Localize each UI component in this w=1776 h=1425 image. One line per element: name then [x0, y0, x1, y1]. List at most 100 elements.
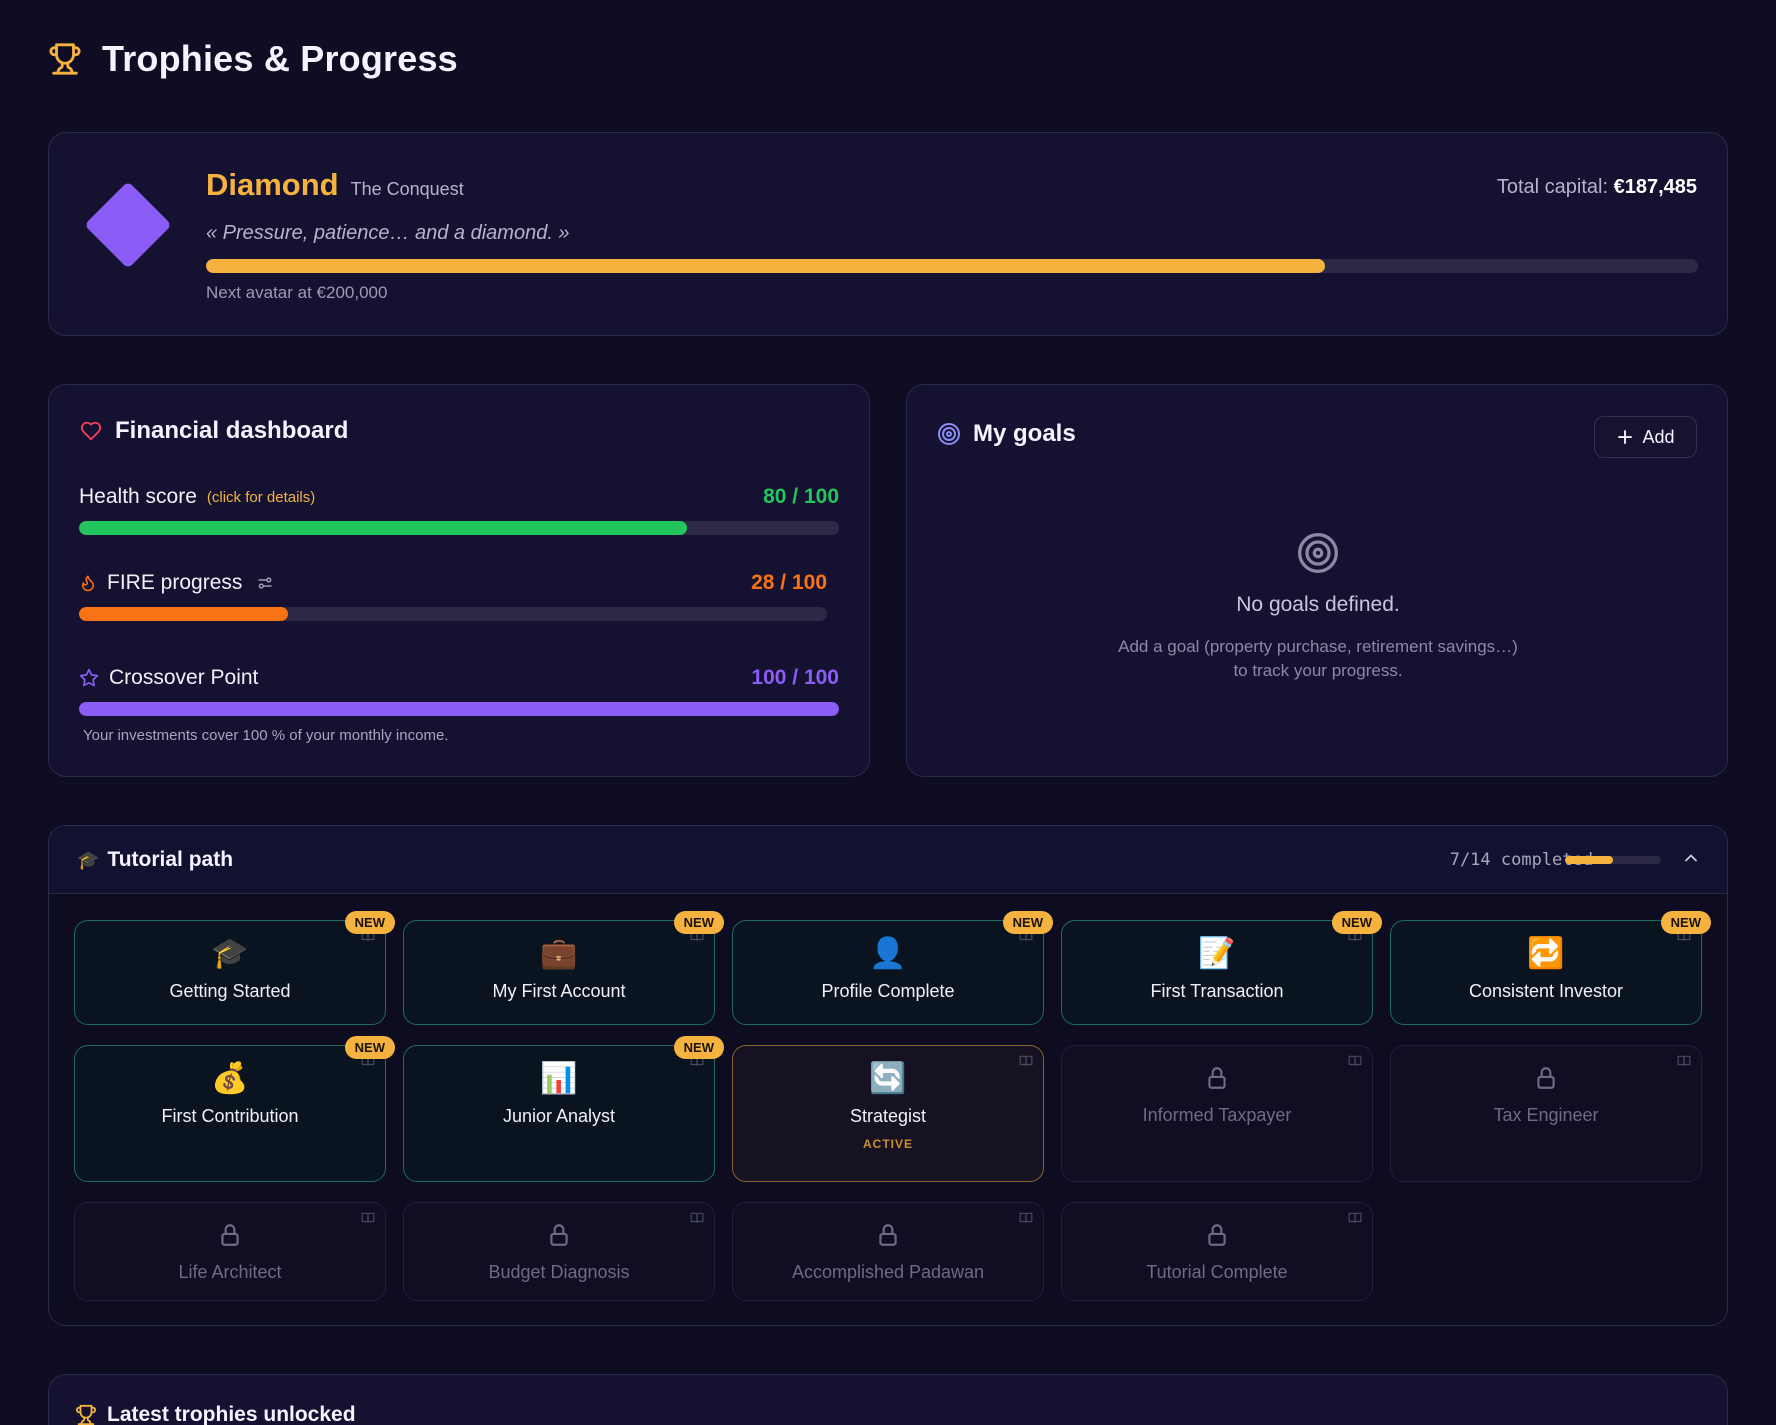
tutorial-step-label: Life Architect	[178, 1262, 282, 1282]
tutorial-step-label: Tax Engineer	[1493, 1105, 1599, 1125]
fire-progress-value: 28 / 100	[751, 571, 827, 594]
latest-trophies-heading: Latest trophies unlocked	[75, 1403, 356, 1425]
repeat-icon: 🔁	[1527, 936, 1565, 971]
health-score-bar	[79, 521, 839, 535]
goals-header: My goals	[937, 420, 1076, 448]
refresh-icon: 🔄	[869, 1061, 907, 1096]
flame-icon	[82, 575, 94, 592]
lock-icon	[1204, 1064, 1230, 1097]
tutorial-step-tile[interactable]: 📝 First Transaction NEW	[1061, 911, 1382, 1025]
latest-trophies-title: Latest trophies unlocked	[107, 1403, 356, 1425]
tutorial-progress-bar	[1565, 856, 1661, 864]
tutorial-step-tile[interactable]: 👤 Profile Complete NEW	[732, 911, 1053, 1025]
next-avatar-label: Next avatar at €200,000	[206, 283, 388, 302]
tutorial-step-label: Consistent Investor	[1468, 981, 1624, 1001]
page-header: Trophies & Progress	[48, 38, 458, 80]
fire-progress-bar	[79, 607, 827, 621]
tutorial-step-tile[interactable]: Life Architect	[74, 1202, 386, 1301]
book-icon[interactable]	[1677, 1054, 1691, 1072]
graduation-cap-icon: 🎓	[211, 936, 249, 971]
tutorial-path-title: Tutorial path	[107, 848, 234, 871]
tutorial-step-label: Accomplished Padawan	[791, 1262, 985, 1282]
tutorial-step-label: First Contribution	[161, 1106, 299, 1126]
book-icon[interactable]	[361, 1211, 375, 1229]
new-badge: NEW	[1331, 911, 1382, 934]
fire-progress-fill	[79, 607, 289, 621]
add-goal-label: Add	[1642, 426, 1675, 447]
health-score-hint[interactable]: (click for details)	[206, 488, 316, 506]
tutorial-step-tile[interactable]: 📊 Junior Analyst NEW	[403, 1036, 724, 1182]
new-badge: NEW	[1002, 911, 1053, 934]
health-score-label: Health score	[79, 485, 197, 508]
tutorial-step-label: First Transaction	[1150, 981, 1284, 1001]
tutorial-step-label: Budget Diagnosis	[488, 1262, 630, 1282]
tutorial-step-tile[interactable]: 🎓 Getting Started NEW	[74, 911, 395, 1025]
tutorial-step-tile[interactable]: Accomplished Padawan	[732, 1202, 1044, 1301]
lock-icon	[546, 1221, 572, 1254]
bar-chart-icon: 📊	[540, 1061, 578, 1096]
tutorial-path-header[interactable]: 🎓 Tutorial path 7/14 completed	[49, 826, 1727, 894]
lock-icon	[217, 1221, 243, 1254]
fire-progress-label: FIRE progress	[107, 571, 243, 594]
book-icon[interactable]	[1348, 1211, 1362, 1229]
graduation-cap-icon: 🎓	[77, 849, 100, 870]
target-icon	[938, 423, 960, 445]
rank-heading: Diamond The Conquest	[206, 167, 464, 203]
new-badge: NEW	[344, 911, 395, 934]
money-bag-icon: 💰	[211, 1061, 249, 1096]
tutorial-step-label: Strategist	[849, 1106, 927, 1126]
avatar-progress-fill	[206, 259, 1325, 273]
capital-value: €187,485	[1613, 176, 1697, 198]
financial-dashboard-card: Financial dashboard Health score (click …	[48, 384, 870, 777]
book-icon[interactable]	[1019, 1211, 1033, 1229]
crossover-value: 100 / 100	[751, 666, 839, 689]
crossover-row: Crossover Point	[79, 666, 258, 690]
tutorial-path-heading: 🎓 Tutorial path	[77, 848, 233, 872]
tutorial-step-tile[interactable]: Budget Diagnosis	[403, 1202, 715, 1301]
lock-icon	[875, 1221, 901, 1254]
lock-icon	[1204, 1221, 1230, 1254]
crossover-fill	[79, 702, 839, 716]
tutorial-step-status: ACTIVE	[862, 1137, 913, 1151]
tutorial-step-label: Informed Taxpayer	[1142, 1105, 1292, 1125]
financial-dashboard-header: Financial dashboard	[79, 417, 348, 445]
tutorial-step-tile[interactable]: 💼 My First Account NEW	[403, 911, 724, 1025]
add-goal-button[interactable]: Add	[1594, 416, 1697, 458]
no-goals-description: Add a goal (property purchase, retiremen…	[907, 635, 1729, 683]
crossover-label: Crossover Point	[109, 666, 259, 689]
rank-name: Diamond	[206, 167, 339, 202]
crossover-note: Your investments cover 100 % of your mon…	[83, 727, 449, 744]
avatar-progress-bar	[206, 259, 1698, 273]
rank-quote: « Pressure, patience… and a diamond. »	[206, 222, 570, 244]
tutorial-step-tile[interactable]: 💰 First Contribution NEW	[74, 1036, 395, 1182]
tutorial-progress-fill	[1565, 856, 1613, 864]
plus-icon	[1618, 430, 1633, 444]
tutorial-step-tile[interactable]: Tutorial Complete	[1061, 1202, 1373, 1301]
health-score-row[interactable]: Health score (click for details)	[79, 485, 315, 509]
book-icon[interactable]	[1348, 1054, 1362, 1072]
latest-trophies-card: Latest trophies unlocked	[48, 1374, 1728, 1425]
goals-card: My goals Add No goals defined. Add a goa…	[906, 384, 1728, 777]
crossover-bar	[79, 702, 839, 716]
trophy-icon	[49, 43, 81, 75]
tutorial-step-tile[interactable]: 🔄 Strategist ACTIVE	[732, 1045, 1044, 1182]
sliders-icon[interactable]	[256, 574, 274, 592]
book-icon[interactable]	[1019, 1054, 1033, 1072]
no-goals-description-line-1: Add a goal (property purchase, retiremen…	[1118, 637, 1518, 656]
tutorial-step-tile[interactable]: Tax Engineer	[1390, 1045, 1702, 1182]
briefcase-icon: 💼	[540, 936, 578, 971]
tutorial-progress-text: 7/14 completed	[1449, 850, 1593, 870]
avatar-card: Diamond The Conquest Total capital: €187…	[48, 132, 1728, 336]
target-empty-icon	[1298, 533, 1338, 573]
tutorial-step-tile[interactable]: Informed Taxpayer	[1061, 1045, 1373, 1182]
book-icon[interactable]	[690, 1211, 704, 1229]
capital-label: Total capital:	[1496, 176, 1609, 198]
health-score-value: 80 / 100	[763, 485, 839, 508]
new-badge: NEW	[1660, 911, 1711, 934]
no-goals-title: No goals defined.	[1236, 593, 1400, 616]
memo-icon: 📝	[1198, 936, 1236, 971]
chevron-up-icon[interactable]	[1681, 848, 1701, 868]
star-icon	[79, 668, 99, 687]
page-title: Trophies & Progress	[102, 38, 458, 79]
tutorial-step-tile[interactable]: 🔁 Consistent Investor NEW	[1390, 911, 1711, 1025]
